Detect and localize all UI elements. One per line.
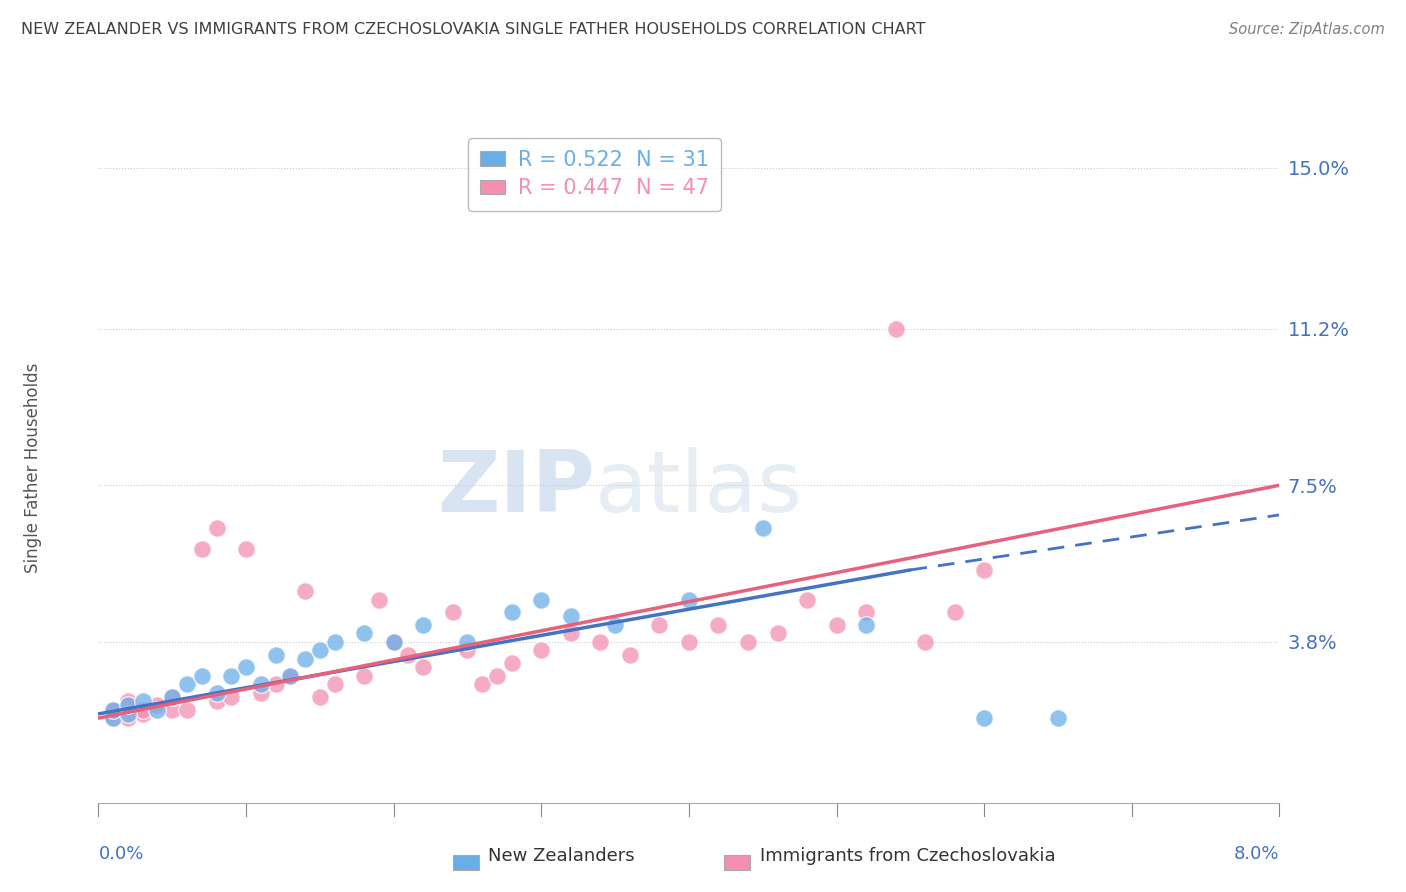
Point [250,686,273,700]
Point [530,643,553,657]
Text: ZIP: ZIP [437,447,595,530]
Point [103,711,125,725]
Point [191,541,214,556]
Text: 8.0%: 8.0% [1234,845,1279,863]
Point [250,677,273,691]
Point [367,592,389,607]
Point [117,698,139,713]
Point [162,703,183,717]
Point [456,643,478,657]
Point [707,618,730,632]
Point [117,706,139,721]
Point [396,648,419,662]
Point [205,694,228,708]
Point [560,609,582,624]
Point [501,605,523,619]
Point [441,605,464,619]
Point [103,703,125,717]
Point [278,669,302,683]
Point [205,686,228,700]
Text: Source: ZipAtlas.com: Source: ZipAtlas.com [1229,22,1385,37]
Point [412,660,434,674]
Text: Single Father Households: Single Father Households [24,363,42,574]
Point [146,698,169,713]
Point [132,694,155,708]
Point [323,635,346,649]
Point [278,669,302,683]
Point [294,652,316,666]
Point [560,626,582,640]
Point [191,669,214,683]
Point [678,592,700,607]
Point [132,706,155,721]
Point [132,703,155,717]
Point [1046,711,1069,725]
Point [117,694,139,708]
Point [264,677,287,691]
Point [412,618,434,632]
Point [205,520,228,534]
Point [914,635,936,649]
Point [485,669,508,683]
Point [117,711,139,725]
Text: atlas: atlas [595,447,803,530]
Point [146,703,169,717]
Point [219,669,242,683]
Text: Immigrants from Czechoslovakia: Immigrants from Czechoslovakia [759,847,1056,865]
Point [294,584,316,599]
Point [382,635,405,649]
Point [766,626,789,640]
Point [589,635,612,649]
Point [162,690,183,704]
Point [323,677,346,691]
Point [235,660,257,674]
Point [855,605,877,619]
Text: NEW ZEALANDER VS IMMIGRANTS FROM CZECHOSLOVAKIA SINGLE FATHER HOUSEHOLDS CORRELA: NEW ZEALANDER VS IMMIGRANTS FROM CZECHOS… [21,22,925,37]
Point [619,648,641,662]
Point [103,711,125,725]
Point [605,618,627,632]
Point [456,635,478,649]
Point [751,520,773,534]
Point [501,656,523,670]
Point [219,690,242,704]
Point [353,626,375,640]
Text: New Zealanders: New Zealanders [488,847,634,865]
Point [176,677,198,691]
Point [308,643,332,657]
Point [825,618,848,632]
Point [176,703,198,717]
Point [943,605,966,619]
Point [648,618,671,632]
Point [103,703,125,717]
Point [530,592,553,607]
Point [855,618,877,632]
Point [471,677,494,691]
FancyBboxPatch shape [724,855,751,870]
Point [678,635,700,649]
Point [973,711,995,725]
FancyBboxPatch shape [453,855,478,870]
Point [162,690,183,704]
Point [973,563,995,577]
Point [796,592,818,607]
Point [308,690,332,704]
Point [235,541,257,556]
Point [264,648,287,662]
Point [884,321,907,335]
Point [353,669,375,683]
Text: 0.0%: 0.0% [98,845,143,863]
Point [382,635,405,649]
Legend: R = 0.522  N = 31, R = 0.447  N = 47: R = 0.522 N = 31, R = 0.447 N = 47 [468,137,721,211]
Point [737,635,759,649]
